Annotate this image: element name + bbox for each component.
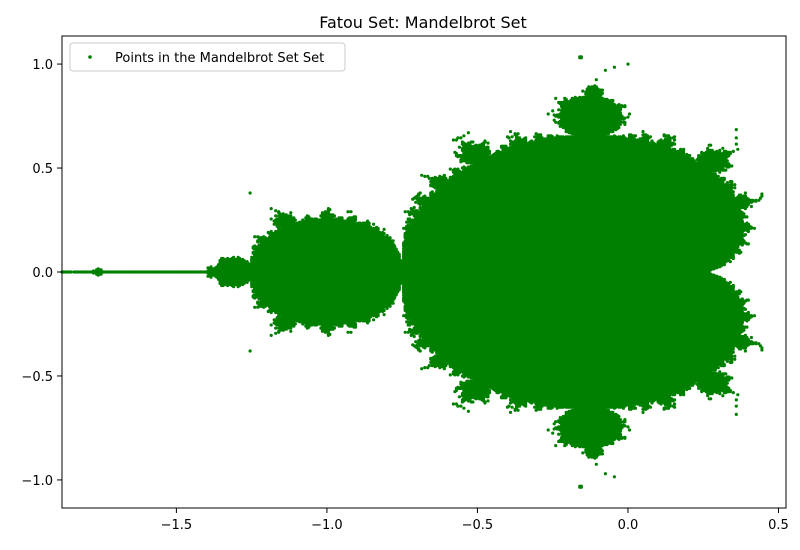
scatter-point	[249, 349, 252, 352]
scatter-point	[274, 214, 277, 217]
scatter-point	[270, 334, 273, 337]
scatter-point	[274, 327, 277, 330]
scatter-point	[256, 301, 259, 304]
scatter-point	[274, 209, 277, 212]
scatter-point	[270, 323, 273, 326]
scatter-point	[270, 207, 273, 210]
scatter-point	[253, 306, 256, 309]
scatter-point	[274, 332, 277, 335]
scatter-point	[270, 217, 273, 220]
scatter-point	[247, 262, 250, 265]
plot-area	[60, 36, 786, 508]
scatter-point	[69, 270, 72, 273]
scatter-point	[253, 235, 256, 238]
chart-title: Fatou Set: Mandelbrot Set	[319, 13, 527, 32]
scatter-point	[249, 191, 252, 194]
